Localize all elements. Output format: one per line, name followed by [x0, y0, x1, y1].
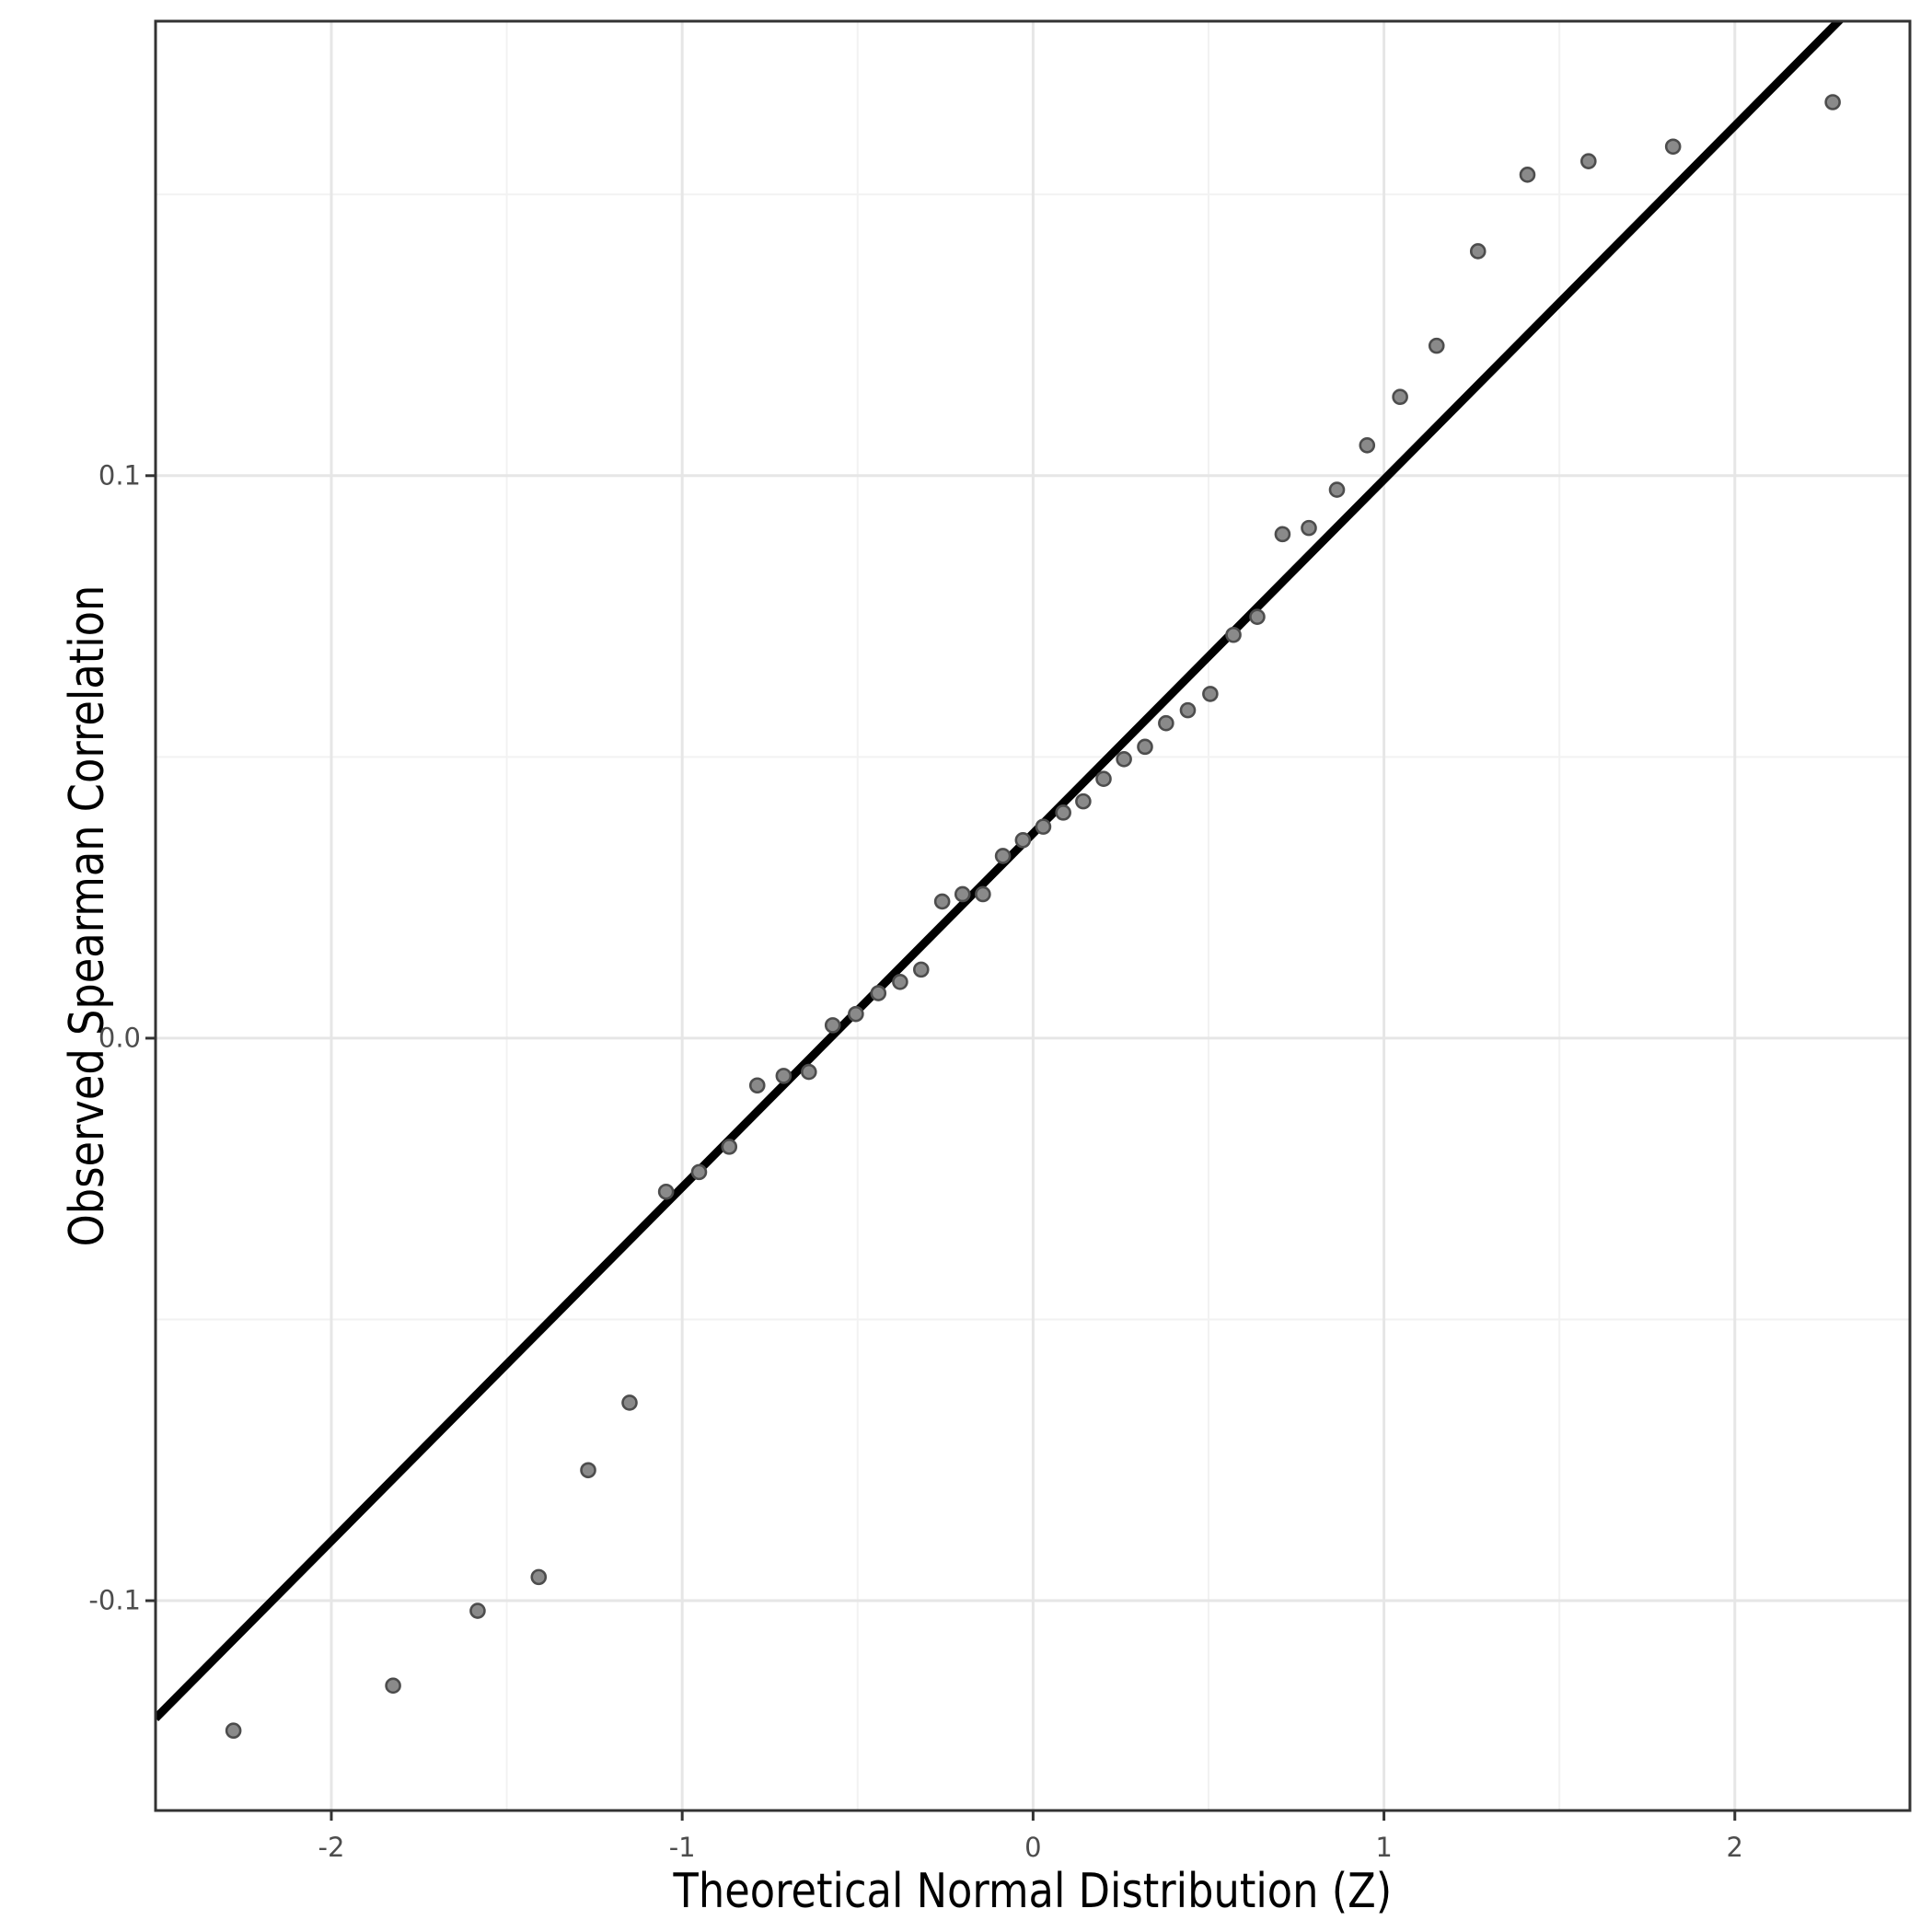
data-point — [1274, 526, 1291, 543]
data-point — [748, 1077, 766, 1094]
x-tick-label: 2 — [1726, 1832, 1744, 1863]
data-point — [621, 1394, 638, 1411]
x-tick-label: -2 — [318, 1832, 345, 1863]
data-point — [1519, 167, 1536, 183]
x-axis-title: Theoretical Normal Distribution (Z) — [156, 1864, 1910, 1920]
x-tick-label: -1 — [668, 1832, 696, 1863]
y-axis-title-wrap: Observed Spearman Correlation — [28, 21, 147, 1811]
data-point — [690, 1163, 708, 1181]
data-point — [954, 885, 971, 903]
data-point — [1824, 94, 1841, 110]
data-point — [385, 1677, 401, 1695]
data-point — [1428, 337, 1445, 354]
data-point — [870, 985, 887, 1001]
data-point — [1095, 770, 1112, 787]
data-point — [1179, 701, 1197, 719]
data-point — [580, 1462, 596, 1479]
data-point — [975, 885, 991, 903]
data-point — [892, 974, 908, 990]
data-point — [1202, 686, 1219, 702]
data-point — [1328, 481, 1346, 498]
data-point — [1249, 608, 1266, 625]
data-point — [1158, 714, 1174, 732]
data-point — [1014, 832, 1032, 849]
y-tick-label: 0.1 — [98, 459, 141, 492]
data-point — [1301, 519, 1317, 537]
data-point — [994, 848, 1012, 864]
data-point — [721, 1139, 738, 1155]
data-point — [1137, 738, 1153, 756]
data-point — [1664, 138, 1682, 156]
x-tick-label: 0 — [1024, 1832, 1042, 1863]
data-point — [657, 1183, 675, 1200]
data-point — [800, 1063, 817, 1081]
data-point — [530, 1568, 548, 1586]
data-point — [848, 1005, 864, 1023]
y-tick-label: 0.0 — [98, 1022, 141, 1054]
data-point — [469, 1602, 486, 1619]
data-point — [225, 1722, 242, 1740]
data-point — [1580, 153, 1597, 169]
data-point — [1055, 804, 1071, 821]
data-point — [1359, 436, 1376, 454]
data-point — [824, 1017, 841, 1034]
y-axis-title: Observed Spearman Correlation — [60, 584, 116, 1247]
data-point — [1225, 626, 1242, 643]
data-point — [912, 961, 930, 978]
x-axis-title-text: Theoretical Normal Distribution (Z) — [673, 1864, 1393, 1919]
qq-reference-line — [156, 21, 1845, 1722]
y-tick-label: -0.1 — [88, 1584, 141, 1616]
data-point — [1035, 818, 1052, 835]
data-point — [1469, 243, 1487, 260]
data-point — [1116, 751, 1132, 768]
x-tick-label: 1 — [1375, 1832, 1393, 1863]
data-point — [775, 1068, 792, 1084]
data-point — [1392, 388, 1408, 406]
data-point — [933, 893, 951, 910]
data-point — [1075, 792, 1092, 810]
